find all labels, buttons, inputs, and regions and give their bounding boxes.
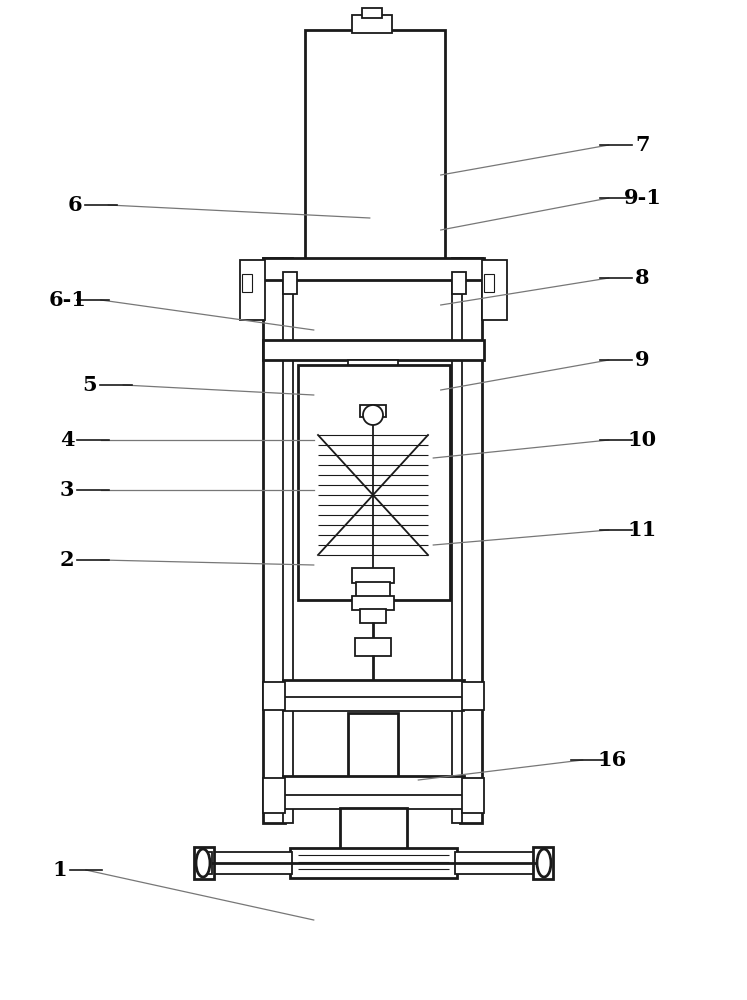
Ellipse shape — [196, 849, 210, 877]
Bar — [455, 852, 534, 874]
Bar — [213, 852, 292, 874]
Text: 9-1: 9-1 — [624, 188, 661, 208]
Bar — [452, 258, 462, 823]
Bar — [298, 365, 450, 600]
Bar — [360, 405, 386, 417]
Bar — [263, 778, 285, 813]
Bar — [352, 15, 392, 33]
Bar — [362, 8, 382, 18]
Text: 10: 10 — [628, 430, 657, 450]
Bar — [263, 258, 484, 280]
Ellipse shape — [537, 849, 551, 877]
Bar — [340, 808, 407, 850]
Bar — [360, 569, 386, 581]
Bar — [355, 378, 391, 394]
Bar — [462, 778, 484, 813]
Bar — [290, 848, 457, 878]
Bar — [242, 274, 252, 292]
Text: 1: 1 — [52, 860, 67, 880]
Text: 6: 6 — [67, 195, 82, 215]
Bar — [533, 847, 553, 879]
Bar — [360, 609, 386, 623]
Bar — [194, 847, 214, 879]
Text: 9: 9 — [635, 350, 650, 370]
Bar — [283, 680, 464, 698]
Text: 8: 8 — [635, 268, 650, 288]
Text: 11: 11 — [627, 520, 657, 540]
Bar — [283, 795, 464, 809]
Bar — [484, 274, 494, 292]
Text: 4: 4 — [60, 430, 75, 450]
Text: 16: 16 — [598, 750, 627, 770]
Bar — [263, 682, 285, 710]
Bar — [452, 272, 466, 294]
Bar — [482, 260, 507, 320]
Circle shape — [363, 405, 383, 425]
Bar — [283, 776, 464, 796]
Bar — [263, 340, 484, 360]
Text: 7: 7 — [635, 135, 650, 155]
Text: 6-1: 6-1 — [49, 290, 86, 310]
Bar — [305, 30, 445, 268]
Bar — [283, 258, 293, 823]
Text: 3: 3 — [60, 480, 75, 500]
Bar — [263, 258, 285, 823]
Bar — [348, 713, 398, 778]
Bar — [200, 852, 212, 874]
Bar — [462, 682, 484, 710]
Text: 2: 2 — [60, 550, 75, 570]
Bar — [283, 272, 297, 294]
Text: 5: 5 — [82, 375, 97, 395]
Bar — [355, 638, 391, 656]
Bar — [348, 360, 398, 380]
Bar — [460, 258, 482, 823]
Bar — [240, 260, 265, 320]
Bar — [356, 582, 390, 598]
Bar — [352, 568, 394, 583]
Bar — [283, 697, 464, 711]
Bar — [360, 393, 386, 407]
Bar — [352, 596, 394, 610]
